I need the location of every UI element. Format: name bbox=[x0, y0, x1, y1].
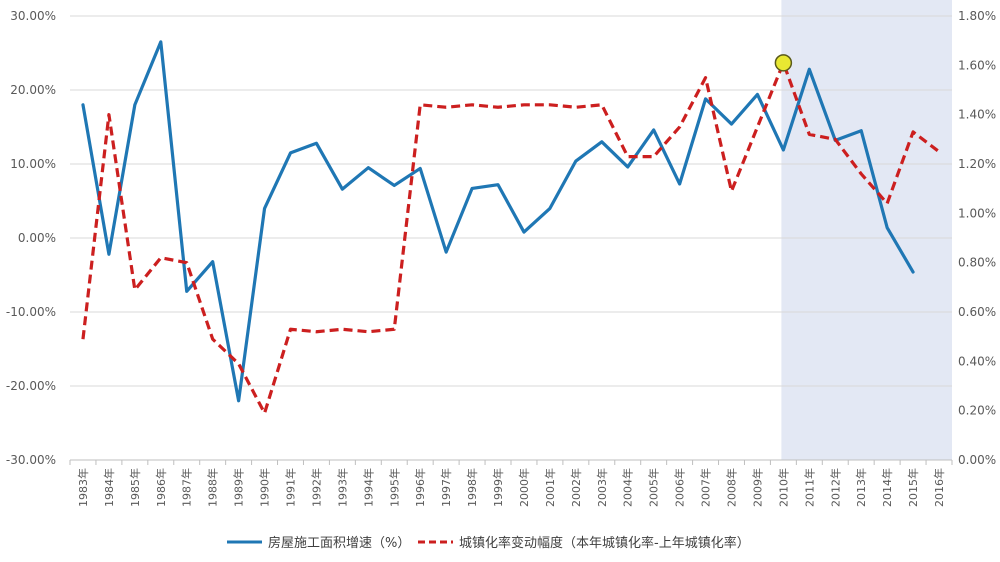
x-tick-label: 1995年 bbox=[387, 468, 401, 507]
left-tick-label: 30.00% bbox=[10, 9, 56, 23]
x-tick-label: 1987年 bbox=[180, 468, 194, 507]
right-tick-label: 1.40% bbox=[958, 108, 996, 122]
x-tick-label: 2010年 bbox=[776, 468, 790, 507]
right-tick-label: 1.20% bbox=[958, 157, 996, 171]
left-tick-label: 0.00% bbox=[18, 231, 56, 245]
left-tick-label: -20.00% bbox=[6, 379, 56, 393]
x-tick-label: 2008年 bbox=[725, 468, 739, 507]
right-tick-label: 1.80% bbox=[958, 9, 996, 23]
left-tick-label: 10.00% bbox=[10, 157, 56, 171]
left-y-axis: 30.00% 20.00% 10.00% 0.00% -10.00% -20.00% -30… bbox=[6, 9, 56, 467]
x-tick-label: 2000年 bbox=[517, 468, 531, 507]
highlight-point bbox=[774, 54, 793, 72]
x-tick-label: 1992年 bbox=[309, 468, 323, 507]
x-tick-label: 2014年 bbox=[880, 468, 894, 507]
right-y-axis: 1.80% 1.60% 1.40% 1.20% 1.00% 0.80% 0.60% 0.40%… bbox=[958, 9, 996, 467]
series-layer bbox=[81, 40, 940, 415]
series-line-construction-growth bbox=[81, 40, 915, 403]
series-line-urbanization-change bbox=[81, 61, 940, 415]
x-tick-label: 1983年 bbox=[76, 468, 90, 507]
x-tick-label: 2009年 bbox=[750, 468, 764, 507]
x-tick-label: 1988年 bbox=[206, 468, 220, 507]
x-tick-label: 2015年 bbox=[906, 468, 920, 507]
x-tick-label: 1997年 bbox=[439, 468, 453, 507]
x-tick-label: 2001年 bbox=[543, 468, 557, 507]
x-tick-label: 1989年 bbox=[232, 468, 246, 507]
x-tick-label: 2006年 bbox=[673, 468, 687, 507]
x-tick-label: 1994年 bbox=[361, 468, 375, 507]
x-tick-label: 2011年 bbox=[802, 468, 816, 507]
right-tick-label: 0.80% bbox=[958, 256, 996, 270]
legend-label-construction-growth: 房屋施工面积增速（%） bbox=[268, 535, 410, 551]
x-tick-label: 2002年 bbox=[569, 468, 583, 507]
right-tick-label: 0.60% bbox=[958, 305, 996, 319]
right-tick-label: 1.00% bbox=[958, 206, 996, 220]
right-tick-label: 0.40% bbox=[958, 354, 996, 368]
x-tick-label: 2013年 bbox=[854, 468, 868, 507]
x-tick-label: 1986年 bbox=[154, 468, 168, 507]
legend-label-urbanization-change: 城镇化率变动幅度（本年城镇化率-上年城镇化率） bbox=[459, 535, 750, 551]
x-axis: 1983年 1984年 1985年 1986年 1987年 1988年 1989年 1990年… bbox=[69, 459, 953, 507]
left-tick-label: -30.00% bbox=[6, 453, 56, 467]
highlight-region bbox=[781, 0, 952, 460]
x-tick-label: 1985年 bbox=[128, 468, 142, 507]
left-tick-label: -10.00% bbox=[6, 305, 56, 319]
x-tick-label: 1998年 bbox=[465, 468, 479, 507]
x-tick-label: 1991年 bbox=[284, 468, 298, 507]
right-tick-label: 0.20% bbox=[958, 404, 996, 418]
x-tick-label: 2005年 bbox=[647, 468, 661, 507]
x-tick-label: 2004年 bbox=[621, 468, 635, 507]
right-tick-label: 1.60% bbox=[958, 58, 996, 72]
x-tick-label: 1996年 bbox=[413, 468, 427, 507]
x-tick-label: 1984年 bbox=[102, 468, 116, 507]
x-tick-label: 1999年 bbox=[491, 468, 505, 507]
x-tick-label: 2012年 bbox=[828, 468, 842, 507]
x-tick-label: 1993年 bbox=[335, 468, 349, 507]
legend: 房屋施工面积增速（%） 城镇化率变动幅度（本年城镇化率-上年城镇化率） bbox=[227, 535, 750, 551]
right-tick-label: 0.00% bbox=[958, 453, 996, 467]
x-tick-label: 2003年 bbox=[595, 468, 609, 507]
left-tick-label: 20.00% bbox=[10, 83, 56, 97]
x-tick-label: 2016年 bbox=[932, 468, 946, 507]
x-tick-label: 1990年 bbox=[258, 468, 272, 507]
x-tick-label: 2007年 bbox=[699, 468, 713, 507]
